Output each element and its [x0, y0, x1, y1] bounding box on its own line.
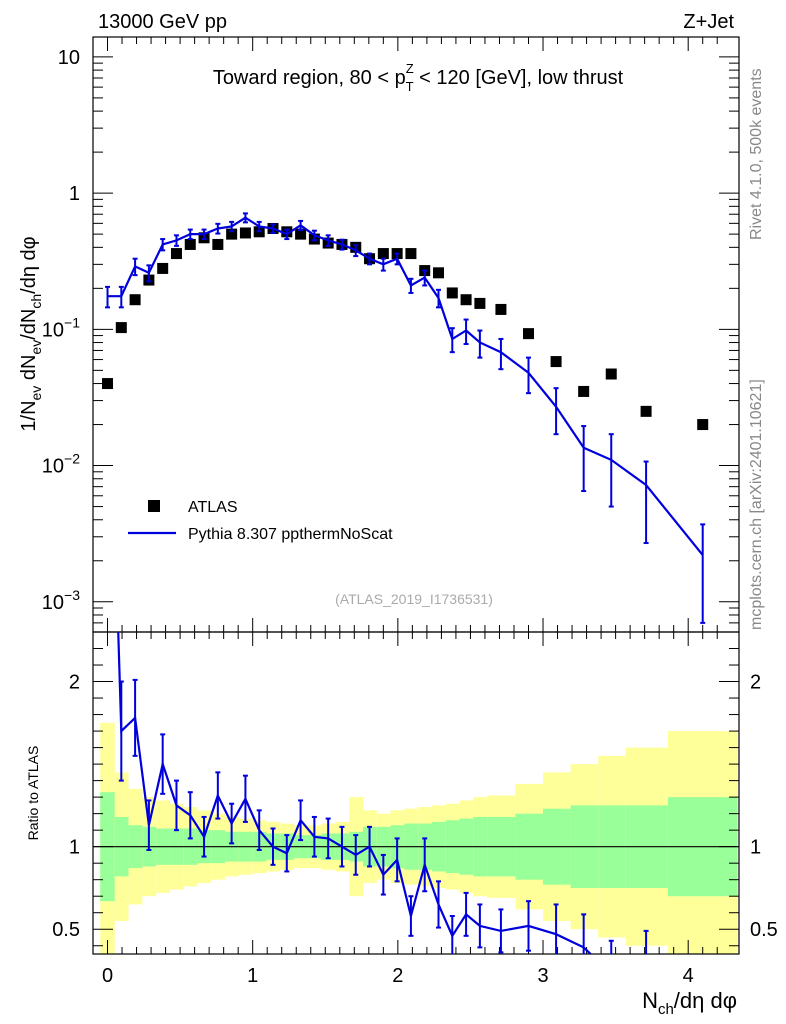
atlas-point	[460, 294, 472, 306]
atlas-point	[433, 267, 445, 279]
y-tick-label: 10−2	[42, 451, 80, 478]
ratio-series	[117, 632, 649, 954]
tick-labels: 0 1 2 3 4 10−3 10−2 10−1 1 10 0.5 0.5 1 1 2 2	[42, 47, 778, 987]
y-tick-label: 1	[69, 183, 80, 205]
legend-marker-atlas	[148, 500, 160, 512]
x-tick-label: 3	[537, 965, 548, 987]
ratio-tick-label-right: 0.5	[750, 919, 778, 941]
ratio-tick-label: 2	[69, 672, 80, 694]
atlas-point	[115, 322, 127, 334]
side-text-mcplots: mcplots.cern.ch [arXiv:2401.10621]	[748, 379, 765, 630]
y-tick-label: 10−1	[42, 314, 80, 341]
atlas-point	[184, 238, 196, 250]
legend-label-atlas: ATLAS	[188, 499, 238, 516]
header-left: 13000 GeV pp	[98, 11, 227, 33]
atlas-point	[129, 294, 141, 306]
ratio-tick-label: 0.5	[52, 919, 80, 941]
x-tick-label: 1	[247, 965, 258, 987]
legend-label-mc: Pythia 8.307 ppthermNoScat	[188, 526, 393, 543]
atlas-point	[550, 356, 562, 368]
ratio-tick-label-right: 1	[750, 837, 761, 859]
atlas-point	[377, 248, 389, 260]
atlas-point	[405, 248, 417, 260]
y-tick-label: 10	[58, 47, 80, 69]
atlas-point	[295, 228, 307, 240]
atlas-point	[170, 248, 182, 260]
ratio-bands	[93, 722, 739, 954]
data-marks	[102, 212, 709, 954]
x-tick-label: 4	[683, 965, 694, 987]
ratio-tick-label-right: 2	[750, 672, 761, 694]
atlas-point	[640, 405, 652, 417]
atlas-point	[102, 378, 114, 390]
atlas-point	[474, 297, 486, 309]
analysis-label: (ATLAS_2019_I1736531)	[335, 591, 493, 607]
atlas-point	[212, 238, 224, 250]
atlas-point	[226, 228, 238, 240]
atlas-point	[523, 328, 535, 340]
y-axis-label: 1/Nev dNev/dNch/dη dφ	[18, 236, 44, 431]
ratio-y-axis-label: Ratio to ATLAS	[25, 746, 41, 841]
plot-title: Toward region, 80 < pZ T < 120 [GeV], low…	[213, 61, 624, 94]
ratio-tick-label: 1	[69, 837, 80, 859]
atlas-point	[239, 227, 251, 239]
y-tick-label: 10−3	[42, 587, 80, 614]
ratio-frame	[92, 631, 740, 955]
header-right: Z+Jet	[683, 11, 734, 33]
side-text-rivet: Rivet 4.1.0, 500k events	[748, 68, 765, 240]
atlas-point	[157, 262, 169, 274]
atlas-point	[605, 368, 617, 380]
atlas-point	[697, 419, 709, 431]
atlas-point	[578, 385, 590, 397]
axis-ticks	[93, 37, 739, 954]
atlas-point	[495, 303, 507, 315]
x-axis-label: Nch/dη dφ	[642, 988, 737, 1018]
x-tick-label: 2	[392, 965, 403, 987]
atlas-point	[446, 287, 458, 299]
x-tick-label: 0	[102, 965, 113, 987]
